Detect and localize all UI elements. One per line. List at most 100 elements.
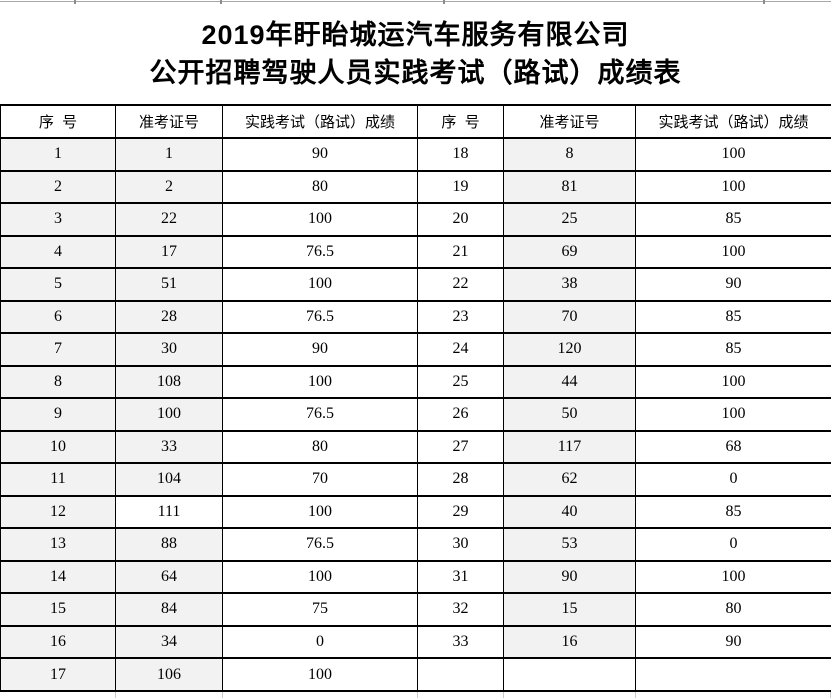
ticket-cell-right: 25	[503, 202, 636, 237]
ticket-cell-right: 120	[503, 332, 636, 367]
score-cell-left: 100	[222, 494, 418, 530]
score-cell-right: 90	[635, 624, 831, 660]
gridline-horizontal	[0, 1, 831, 2]
seq-cell-left: 4	[0, 234, 116, 270]
score-cell-left: 100	[222, 657, 418, 692]
table-row: 16 34 0 33 16 90	[0, 624, 831, 660]
ticket-cell-left: 106	[115, 657, 223, 692]
score-cell-left: 100	[222, 559, 418, 595]
score-cell-right	[635, 657, 831, 692]
gridline-vertical	[115, 692, 116, 698]
score-cell-left: 0	[222, 624, 418, 660]
table-row: 11 104 70 28 62 0	[0, 462, 831, 497]
seq-cell-right: 25	[417, 364, 504, 400]
score-cell-left: 76.5	[222, 397, 418, 432]
ticket-cell-left: 22	[115, 202, 223, 237]
table-row: 8 108 100 25 44 100	[0, 364, 831, 400]
ticket-cell-left: 111	[115, 494, 223, 530]
ticket-cell-right: 62	[503, 462, 636, 497]
score-cell-right: 100	[635, 559, 831, 595]
seq-cell-right: 33	[417, 624, 504, 660]
ticket-cell-left: 1	[115, 137, 223, 172]
ticket-cell-right	[503, 657, 636, 692]
ticket-cell-right: 117	[503, 429, 636, 465]
ticket-cell-right: 15	[503, 592, 636, 627]
gridline-tick	[443, 0, 445, 4]
score-cell-right: 100	[635, 234, 831, 270]
ticket-cell-left: 84	[115, 592, 223, 627]
ticket-cell-left: 104	[115, 462, 223, 497]
header-seq-right: 序 号	[417, 104, 504, 139]
score-cell-right: 100	[635, 137, 831, 172]
table-row: 3 22 100 20 25 85	[0, 202, 831, 237]
score-cell-right: 100	[635, 169, 831, 205]
gridline-vertical	[222, 692, 223, 698]
gridline-tick	[763, 0, 765, 4]
seq-cell-right: 23	[417, 299, 504, 335]
seq-cell-right: 31	[417, 559, 504, 595]
ticket-cell-right: 40	[503, 494, 636, 530]
table-row: 1 1 90 18 8 100	[0, 137, 831, 172]
gridline-vertical	[503, 692, 504, 698]
score-cell-left: 80	[222, 429, 418, 465]
table-row: 17 106 100	[0, 657, 831, 692]
ticket-cell-right: 69	[503, 234, 636, 270]
ticket-cell-left: 28	[115, 299, 223, 335]
ticket-cell-left: 30	[115, 332, 223, 367]
ticket-cell-right: 81	[503, 169, 636, 205]
seq-cell-right	[417, 657, 504, 692]
seq-cell-right: 21	[417, 234, 504, 270]
ticket-cell-left: 17	[115, 234, 223, 270]
spreadsheet-gridline-bottom	[0, 692, 831, 698]
header-ticket-left: 准考证号	[115, 104, 223, 139]
seq-cell-left: 10	[0, 429, 116, 465]
seq-cell-left: 3	[0, 202, 116, 237]
table-row: 6 28 76.5 23 70 85	[0, 299, 831, 335]
score-cell-left: 76.5	[222, 234, 418, 270]
header-ticket-right: 准考证号	[503, 104, 636, 139]
seq-cell-right: 18	[417, 137, 504, 172]
ticket-cell-right: 38	[503, 267, 636, 302]
seq-cell-left: 5	[0, 267, 116, 302]
seq-cell-left: 7	[0, 332, 116, 367]
table-row: 12 111 100 29 40 85	[0, 494, 831, 530]
ticket-cell-left: 108	[115, 364, 223, 400]
score-cell-left: 100	[222, 267, 418, 302]
score-cell-left: 90	[222, 137, 418, 172]
seq-cell-left: 6	[0, 299, 116, 335]
seq-cell-right: 19	[417, 169, 504, 205]
score-cell-right: 85	[635, 202, 831, 237]
table-row: 5 51 100 22 38 90	[0, 267, 831, 302]
ticket-cell-left: 88	[115, 527, 223, 562]
score-cell-right: 90	[635, 267, 831, 302]
seq-cell-right: 27	[417, 429, 504, 465]
score-cell-right: 100	[635, 364, 831, 400]
ticket-cell-left: 2	[115, 169, 223, 205]
score-cell-left: 75	[222, 592, 418, 627]
ticket-cell-right: 90	[503, 559, 636, 595]
gridline-tick	[74, 0, 76, 4]
gridline-tick	[220, 0, 222, 4]
gridline-vertical	[635, 692, 636, 698]
score-cell-left: 76.5	[222, 527, 418, 562]
table-row: 15 84 75 32 15 80	[0, 592, 831, 627]
seq-cell-left: 14	[0, 559, 116, 595]
ticket-cell-left: 100	[115, 397, 223, 432]
seq-cell-left: 11	[0, 462, 116, 497]
score-cell-right: 80	[635, 592, 831, 627]
ticket-cell-left: 34	[115, 624, 223, 660]
table-row: 7 30 90 24 120 85	[0, 332, 831, 367]
ticket-cell-right: 70	[503, 299, 636, 335]
table-row: 2 2 80 19 81 100	[0, 169, 831, 205]
score-cell-right: 0	[635, 527, 831, 562]
gridline-vertical	[417, 692, 418, 698]
table-row: 14 64 100 31 90 100	[0, 559, 831, 595]
seq-cell-right: 22	[417, 267, 504, 302]
header-row: 序 号 准考证号 实践考试（路试）成绩 序 号 准考证号 实践考试（路试）成绩	[0, 104, 831, 139]
ticket-cell-left: 51	[115, 267, 223, 302]
table-row: 9 100 76.5 26 50 100	[0, 397, 831, 432]
header-seq-left: 序 号	[0, 104, 116, 139]
ticket-cell-right: 8	[503, 137, 636, 172]
seq-cell-left: 2	[0, 169, 116, 205]
